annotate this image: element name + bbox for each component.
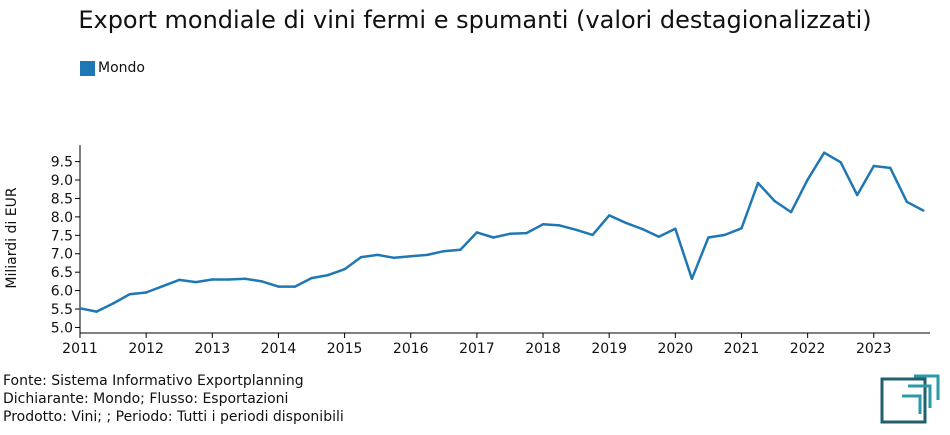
data-point	[624, 221, 627, 224]
data-point	[178, 278, 181, 282]
data-point	[574, 228, 578, 231]
x-tick-label: 2013	[194, 341, 230, 357]
exportplanning-logo-icon	[880, 374, 940, 424]
x-tick-label: 2015	[327, 341, 363, 357]
y-tick-label: 9.0	[51, 173, 73, 189]
data-point	[78, 307, 82, 310]
data-point	[459, 248, 462, 251]
data-point	[823, 151, 826, 154]
y-tick-label: 8.5	[51, 191, 73, 207]
footer-declarant: Dichiarante: Mondo; Flusso: Esportazioni	[3, 391, 289, 407]
data-point	[260, 280, 264, 283]
data-point	[690, 277, 694, 280]
data-point	[376, 253, 379, 257]
data-point	[442, 250, 445, 253]
y-tick-label: 6.5	[51, 265, 73, 281]
y-tick-label: 7.0	[51, 247, 73, 263]
x-tick-label: 2014	[261, 341, 297, 357]
x-tick-label: 2017	[459, 341, 495, 357]
x-tick-label: 2022	[790, 341, 826, 357]
data-point	[608, 214, 611, 217]
legend-swatch-mondo	[80, 60, 95, 76]
chart-title: Export mondiale di vini fermi e spumanti…	[78, 6, 872, 34]
data-point	[128, 293, 131, 296]
data-point	[95, 310, 98, 313]
data-point	[211, 278, 214, 281]
data-point	[789, 210, 793, 214]
data-point	[641, 227, 644, 231]
axes: 5.0 5.5 6.0 6.5 7.0 7.5 8.0 8.5 9.0 9.5 2011 2012 20…	[51, 145, 930, 357]
data-point	[740, 227, 743, 230]
data-point	[227, 278, 230, 281]
x-tick-label: 2011	[62, 341, 98, 357]
y-axis-label: Miliardi di EUR	[4, 187, 20, 288]
data-point	[889, 166, 892, 170]
x-tick-label: 2016	[393, 341, 429, 357]
data-point	[310, 276, 313, 280]
data-point	[161, 285, 164, 288]
data-point	[674, 227, 677, 230]
x-tick-label: 2018	[525, 341, 561, 357]
data-point	[508, 232, 512, 235]
y-tick-label: 6.0	[51, 284, 73, 300]
data-point	[426, 253, 429, 257]
data-point	[111, 302, 115, 305]
y-tick-label: 8.0	[51, 210, 73, 226]
y-tick-label: 7.5	[51, 228, 73, 244]
x-tick-label: 2020	[658, 341, 694, 357]
data-point	[856, 193, 859, 197]
data-point	[756, 181, 760, 185]
data-point	[591, 233, 594, 237]
data-point	[657, 235, 660, 238]
data-point	[194, 280, 197, 284]
data-point	[922, 209, 925, 212]
x-tick-label: 2019	[591, 341, 627, 357]
data-point	[359, 255, 363, 259]
data-point	[707, 236, 710, 239]
footer-product: Prodotto: Vini; ; Periodo: Tutti i perio…	[3, 409, 344, 425]
data-point	[343, 268, 346, 271]
data-point	[839, 161, 842, 164]
footer-source: Fonte: Sistema Informativo Exportplannin…	[3, 373, 304, 389]
legend: Mondo	[80, 60, 145, 76]
data-point	[293, 285, 297, 288]
data-point	[723, 233, 727, 237]
y-tick-label: 9.5	[51, 155, 73, 171]
data-point	[872, 164, 875, 168]
data-point	[525, 231, 528, 235]
x-tick-label: 2021	[724, 341, 760, 357]
footer: Fonte: Sistema Informativo Exportplannin…	[3, 372, 344, 426]
y-tick-label: 5.0	[51, 320, 73, 336]
series-line-mondo	[79, 151, 924, 313]
data-point	[244, 277, 247, 280]
x-tick-label: 2023	[856, 341, 892, 357]
data-point	[393, 256, 396, 259]
data-point	[558, 224, 561, 227]
data-point	[905, 200, 908, 203]
data-point	[475, 231, 479, 234]
series-layer	[78, 151, 925, 313]
data-point	[144, 291, 148, 294]
data-point	[492, 236, 495, 239]
data-point	[326, 273, 330, 277]
data-point	[541, 223, 545, 226]
y-tick-label: 5.5	[51, 302, 73, 318]
x-tick-label: 2012	[128, 341, 164, 357]
data-point	[277, 285, 280, 288]
data-point	[806, 178, 809, 181]
legend-label-mondo: Mondo	[98, 60, 145, 76]
data-point	[409, 255, 412, 258]
data-point	[773, 199, 776, 203]
